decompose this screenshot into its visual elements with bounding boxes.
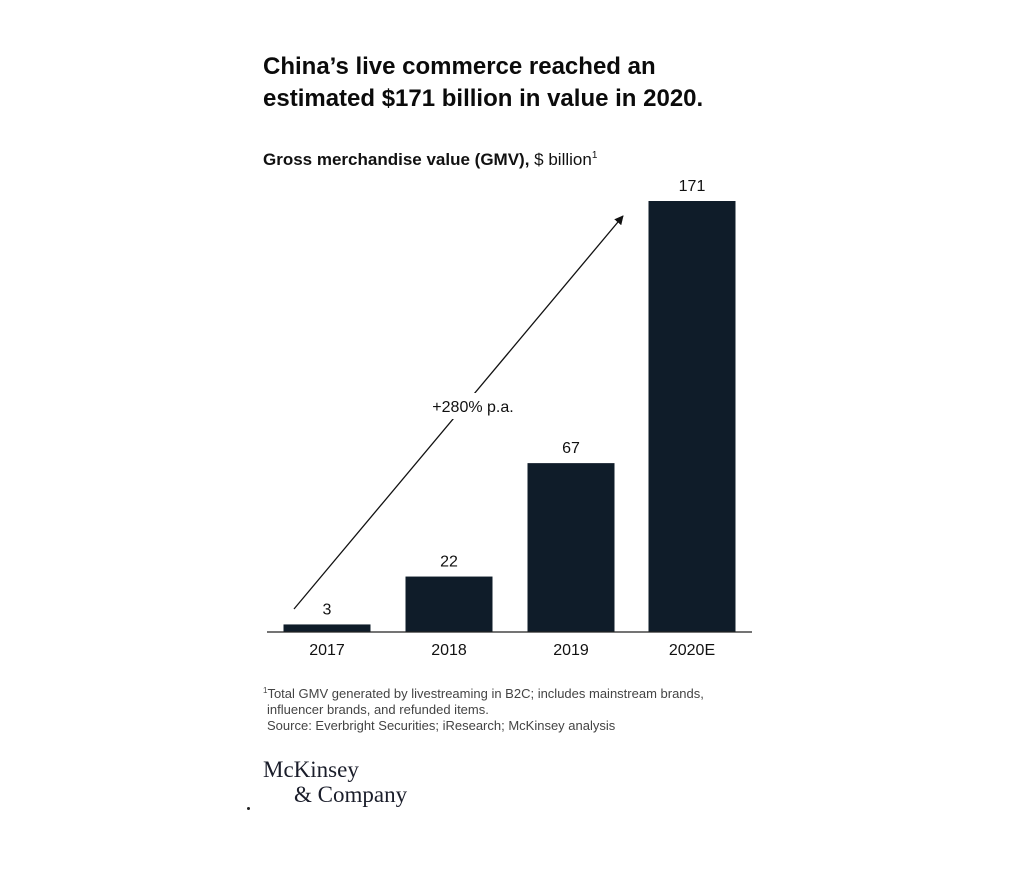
bar-2019 [527, 463, 615, 632]
mckinsey-logo: McKinsey & Company [263, 757, 407, 807]
footnote-line-1: 1Total GMV generated by livestreaming in… [263, 683, 823, 702]
x-tick-label-2018: 2018 [431, 642, 467, 659]
chart-title-line-1: China’s live commerce reached an [263, 53, 656, 80]
footnote-line-2: influencer brands, and refunded items. [267, 702, 489, 717]
chart-title: China’s live commerce reached an estimat… [263, 51, 823, 115]
chart-subtitle-metric: Gross merchandise value (GMV), [263, 150, 530, 169]
chart-subtitle: Gross merchandise value (GMV), $ billion… [263, 145, 597, 171]
bar-2017 [283, 624, 371, 632]
growth-rate-annotation: +280% p.a. [432, 399, 513, 416]
x-tick-label-2017: 2017 [309, 642, 345, 659]
bars-layer [283, 201, 736, 632]
x-tick-label-2019: 2019 [553, 642, 589, 659]
bar-2020e [648, 201, 736, 632]
logo-line-2: & Company [294, 782, 408, 807]
chart-subtitle-footnote-mark: 1 [591, 150, 598, 161]
labels-layer: 3 2017 22 2018 67 2019 171 2020E [309, 178, 715, 659]
data-label-2017: 3 [323, 601, 332, 618]
growth-label-background [418, 393, 528, 419]
decorative-dot [247, 807, 250, 810]
footnote-mark: 1 [263, 686, 268, 695]
source-note: Source: Everbright Securities; iResearch… [267, 718, 616, 733]
data-label-2018: 22 [440, 554, 458, 571]
footnote-text-1: Total GMV generated by livestreaming in … [267, 686, 704, 701]
bar-2018 [405, 576, 493, 632]
footnote: 1Total GMV generated by livestreaming in… [263, 683, 823, 734]
data-label-2019: 67 [562, 440, 580, 457]
data-label-2020e: 171 [679, 178, 706, 195]
chart-title-line-2: estimated $171 billion in value in 2020. [263, 85, 704, 112]
logo-line-1: McKinsey [263, 757, 359, 782]
x-tick-label-2020e: 2020E [669, 642, 715, 659]
chart-subtitle-unit: $ billion [534, 150, 592, 169]
